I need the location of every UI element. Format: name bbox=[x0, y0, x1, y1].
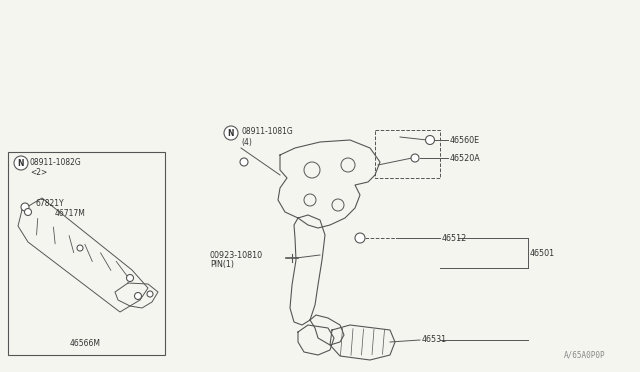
Text: PIN(1): PIN(1) bbox=[210, 260, 234, 269]
Circle shape bbox=[21, 203, 29, 211]
Text: N: N bbox=[228, 128, 234, 138]
Text: <2>: <2> bbox=[30, 167, 47, 176]
Circle shape bbox=[134, 292, 141, 299]
Text: 46566M: 46566M bbox=[70, 340, 101, 349]
Circle shape bbox=[411, 154, 419, 162]
Bar bbox=[8, 152, 165, 355]
Text: 00923-10810: 00923-10810 bbox=[210, 250, 263, 260]
Text: (4): (4) bbox=[241, 138, 252, 147]
Circle shape bbox=[24, 208, 31, 215]
Text: 46531: 46531 bbox=[422, 336, 447, 344]
Circle shape bbox=[127, 275, 134, 282]
Text: 46717M: 46717M bbox=[55, 208, 86, 218]
Text: 46501: 46501 bbox=[530, 248, 555, 257]
Text: 46512: 46512 bbox=[442, 234, 467, 243]
Circle shape bbox=[240, 158, 248, 166]
Text: 08911-1081G: 08911-1081G bbox=[241, 126, 292, 135]
Text: N: N bbox=[18, 158, 24, 167]
Circle shape bbox=[14, 156, 28, 170]
Text: A/65A0P0P: A/65A0P0P bbox=[563, 351, 605, 360]
Text: 46560E: 46560E bbox=[450, 135, 480, 144]
Text: 46520A: 46520A bbox=[450, 154, 481, 163]
Circle shape bbox=[147, 291, 153, 297]
Circle shape bbox=[77, 245, 83, 251]
Bar bbox=[375, 130, 440, 178]
Text: 08911-1082G: 08911-1082G bbox=[30, 157, 82, 167]
Text: 67821Y: 67821Y bbox=[35, 199, 63, 208]
Circle shape bbox=[355, 233, 365, 243]
Circle shape bbox=[426, 135, 435, 144]
Circle shape bbox=[224, 126, 238, 140]
